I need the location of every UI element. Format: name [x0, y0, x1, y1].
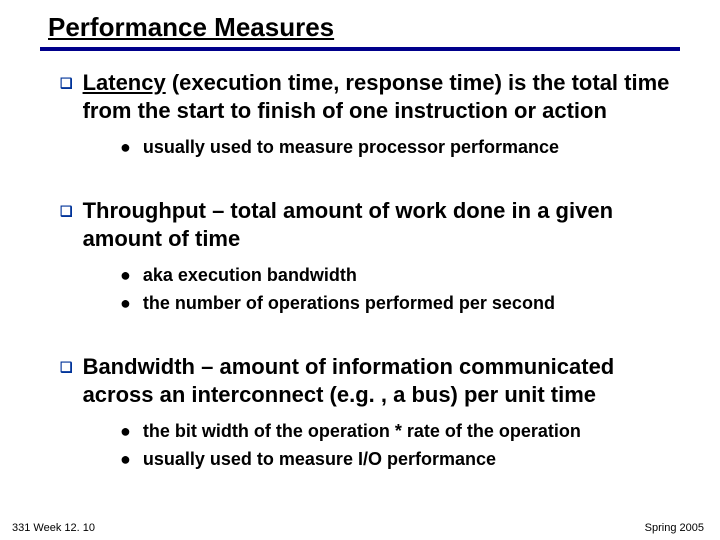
spacer — [40, 319, 680, 353]
title-rule — [40, 47, 680, 51]
term: Latency — [83, 70, 166, 95]
footer-right: Spring 2005 — [645, 522, 704, 534]
bullet-text: Latency (execution time, response time) … — [83, 69, 680, 124]
dot-bullet-icon: ● — [120, 448, 131, 470]
sub-bullet-text: usually used to measure processor perfor… — [143, 136, 680, 159]
dot-bullet-icon: ● — [120, 292, 131, 314]
bullet-level2: ● the number of operations performed per … — [120, 292, 680, 315]
sub-bullet-text: the number of operations performed per s… — [143, 292, 680, 315]
slide-content: ❑ Latency (execution time, response time)… — [40, 69, 680, 471]
sub-bullet-text: the bit width of the operation * rate of… — [143, 420, 680, 443]
bullet-level1: ❑ Latency (execution time, response time)… — [60, 69, 680, 124]
slide: Performance Measures ❑ Latency (execution… — [0, 0, 720, 471]
sub-bullet-text: aka execution bandwidth — [143, 264, 680, 287]
bullet-level2: ● usually used to measure processor perfo… — [120, 136, 680, 159]
spacer — [40, 163, 680, 197]
dot-bullet-icon: ● — [120, 264, 131, 286]
footer-left: 331 Week 12. 10 — [12, 522, 95, 534]
bullet-level2: ● usually used to measure I/O performance — [120, 448, 680, 471]
bullet-level2: ● aka execution bandwidth — [120, 264, 680, 287]
dot-bullet-icon: ● — [120, 420, 131, 442]
bullet-text: Bandwidth – amount of information commun… — [83, 353, 680, 408]
slide-footer: 331 Week 12. 10 Spring 2005 — [12, 522, 704, 534]
square-bullet-icon: ❑ — [60, 353, 73, 381]
dot-bullet-icon: ● — [120, 136, 131, 158]
term: Bandwidth — [83, 354, 195, 379]
term: Throughput — [83, 198, 206, 223]
square-bullet-icon: ❑ — [60, 197, 73, 225]
bullet-text: Throughput – total amount of work done i… — [83, 197, 680, 252]
sub-bullet-text: usually used to measure I/O performance — [143, 448, 680, 471]
bullet-level1: ❑ Bandwidth – amount of information commu… — [60, 353, 680, 408]
bullet-level2: ● the bit width of the operation * rate o… — [120, 420, 680, 443]
slide-title: Performance Measures — [40, 12, 680, 43]
square-bullet-icon: ❑ — [60, 69, 73, 97]
term-rest: (execution time, response time) is the t… — [83, 70, 670, 123]
bullet-level1: ❑ Throughput – total amount of work done … — [60, 197, 680, 252]
